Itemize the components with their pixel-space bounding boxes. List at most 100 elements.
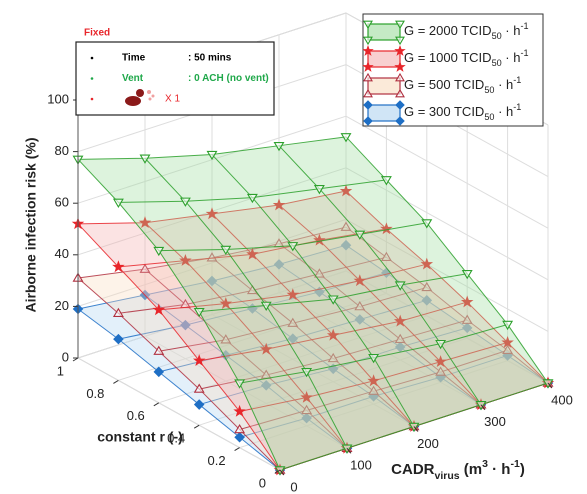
legend: G = 2000 TCID50 · h-1G = 1000 TCID50 · h… [362,13,544,127]
annotation-value: : 50 mins [188,53,232,64]
surface-patch [266,299,374,372]
marker [354,230,366,240]
grid-line [77,357,281,471]
marker [363,72,373,82]
marker [394,60,406,72]
label-part: · h [502,50,521,65]
z-tick-label: 60 [55,195,69,210]
x-tick-label: 0 [290,479,297,494]
surface-line [345,136,549,384]
marker [273,141,285,152]
y-tick [193,424,200,429]
marker [460,295,474,308]
marker [246,247,259,260]
grid-line [118,292,387,381]
x-tick-label: 400 [551,392,573,407]
surface-patch [266,358,374,411]
label-part: CADR [391,461,434,478]
surface-patch [212,145,320,198]
surface-patch [400,327,508,378]
y-tick-label: 0.6 [127,408,145,423]
grid-line [77,270,347,359]
annotation-value: : 0 ACH (no vent) [188,73,269,84]
marker [339,184,353,197]
marker [340,239,352,251]
bullet [90,56,94,60]
marker [113,333,124,345]
grid-line [278,292,482,406]
marker [362,44,374,56]
surface-line [77,277,281,471]
marker [363,36,373,46]
marker [313,185,325,195]
surface-line [77,223,281,471]
marker [502,320,514,331]
surface-patch [400,320,508,373]
grid-line [239,360,508,449]
marker [367,374,380,387]
surface-line [211,154,415,427]
grid-line [345,115,549,229]
y-tick-label: 1 [57,363,64,378]
annotation-box [75,41,275,116]
marker [362,60,374,72]
label: G = 2000 TCID50 · h-1 [404,21,529,41]
y-axis-title: constant r (-) [97,429,183,445]
surface-layer [71,133,555,476]
label: G = 1000 TCID50 · h-1 [404,48,529,68]
marker [354,314,366,325]
label-part: G = 2000 TCID [404,23,492,38]
label-part: -1 [510,458,519,470]
annotation: Fixed Time: 50 mins Vent: 0 ACH (no vent)… [75,28,275,116]
marker [435,339,447,350]
marker [220,334,232,344]
marker [301,404,313,415]
surface-line [345,226,549,384]
surface-patch [158,303,267,361]
label-part: 50 [484,85,494,95]
surface-patch [333,339,441,392]
marker [138,216,152,229]
surface-patch [118,304,226,352]
surface-patch [78,269,186,314]
surface-patch [279,136,387,189]
label-part: virus [435,470,460,482]
marker [368,385,380,395]
surface-patch [440,342,548,405]
marker [313,268,325,278]
surface-line [345,244,549,384]
marker [363,20,373,30]
label-part: · h [488,461,511,478]
surface-patch [306,357,414,449]
marker [502,344,514,354]
marker [380,251,392,261]
marker [363,100,373,110]
surface-patch [185,197,293,250]
legend-swatch [367,77,401,95]
annotation-label: Vent [122,73,144,84]
marker [340,221,352,231]
x-tick-label: 300 [484,414,506,429]
marker [112,260,125,273]
marker [421,219,433,229]
x-tick [413,426,419,432]
surface-patch [158,249,267,312]
marker [313,233,326,246]
label-part: -1 [520,48,528,58]
marker [461,314,473,324]
surface-patch [306,380,414,449]
label-part: G = 1000 TCID [404,50,492,65]
legend-swatch [367,50,401,68]
marker [246,193,258,204]
marker [421,281,433,292]
marker [139,263,151,273]
marker [153,246,165,257]
label-part: 50 [484,112,494,122]
label: G = 300 TCID50 · h-1 [404,102,521,122]
legend-swatch [367,23,401,41]
marker [301,412,312,424]
marker [395,88,405,98]
marker [193,307,205,318]
x-tick [547,382,553,389]
label-part: · h [494,104,513,119]
